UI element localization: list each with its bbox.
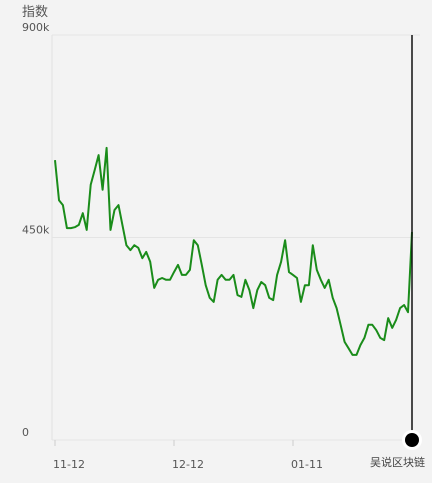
x-tick-label: 01-11: [291, 458, 323, 471]
y-tick-label: 0: [22, 426, 29, 439]
y-tick-label: 900k: [22, 21, 50, 34]
x-tick-label: 11-12: [53, 458, 85, 471]
watermark: 吴说区块链: [370, 455, 425, 469]
y-tick-label: 450k: [22, 224, 50, 237]
cursor-dot: [405, 433, 419, 447]
x-tick-label: 12-12: [172, 458, 204, 471]
y-axis-label: 指数: [22, 5, 48, 20]
line-series: [54, 146, 413, 356]
